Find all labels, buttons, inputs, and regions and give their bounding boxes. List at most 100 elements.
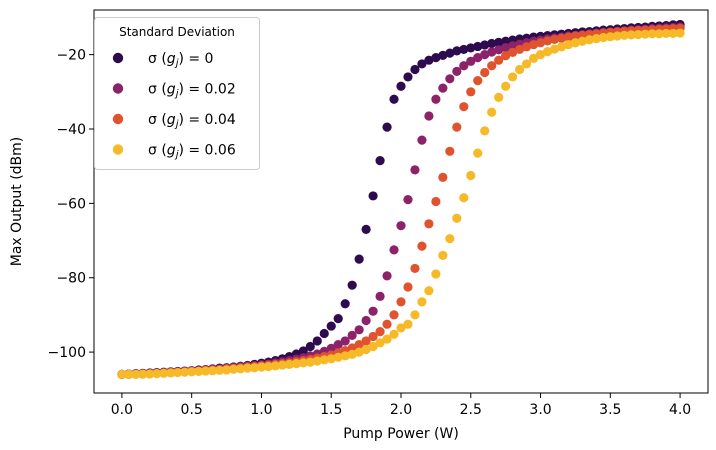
data-point [501, 42, 511, 53]
data-point [326, 321, 336, 331]
data-point [354, 325, 364, 335]
data-point [445, 234, 455, 244]
data-point [403, 319, 413, 329]
data-point [284, 359, 294, 369]
data-point [194, 366, 204, 377]
data-point [389, 94, 399, 104]
data-point [563, 32, 574, 42]
data-point [208, 366, 218, 376]
legend-box [94, 17, 260, 170]
data-point [438, 50, 448, 60]
x-tick-label: 4.0 [669, 402, 691, 418]
data-point [361, 315, 371, 326]
data-point [668, 28, 678, 39]
data-point [487, 38, 497, 49]
data-point [242, 363, 253, 373]
data-point [333, 340, 343, 350]
data-point [361, 344, 371, 355]
data-point [473, 53, 483, 63]
data-point [159, 368, 169, 378]
data-point [535, 38, 546, 48]
x-tick-label: 2.0 [390, 402, 412, 418]
data-point [340, 336, 350, 346]
legend-entry: σ (gj) = 0 [112, 51, 213, 69]
data-point [389, 310, 399, 320]
data-point [319, 355, 329, 365]
data-point [382, 334, 392, 344]
data-point [291, 359, 301, 369]
data-point [521, 59, 532, 69]
data-point [577, 36, 588, 46]
data-point [480, 40, 490, 50]
data-point [410, 310, 420, 320]
data-point [494, 55, 504, 65]
data-point [473, 76, 483, 86]
data-point [466, 43, 476, 53]
data-point [270, 361, 281, 371]
data-point [424, 219, 434, 229]
data-point [431, 94, 441, 104]
data-point [473, 41, 483, 52]
data-point [305, 341, 315, 352]
legend-marker [112, 83, 124, 94]
data-point [619, 30, 629, 40]
legend-marker [112, 52, 124, 64]
data-point [228, 364, 239, 374]
data-point [410, 263, 420, 274]
data-point [501, 51, 511, 61]
data-point [173, 367, 183, 378]
data-point [396, 323, 406, 333]
data-point [326, 354, 336, 364]
data-point [661, 28, 671, 39]
data-point [473, 148, 483, 158]
data-point [166, 368, 176, 378]
legend-marker [112, 144, 124, 155]
data-point [361, 336, 371, 346]
data-point [368, 331, 378, 342]
data-point [417, 59, 427, 69]
data-point [459, 102, 469, 112]
data-point [508, 72, 518, 82]
data-point [487, 107, 497, 117]
data-point [305, 357, 315, 367]
x-tick-label: 3.0 [529, 402, 551, 418]
data-point [340, 299, 350, 309]
data-point [452, 122, 462, 132]
data-point [654, 29, 664, 39]
data-point [375, 156, 385, 166]
legend-entry: σ (gj) = 0.06 [112, 143, 236, 161]
data-point [368, 341, 378, 352]
data-point [445, 48, 455, 58]
data-point [145, 369, 155, 379]
data-point [124, 369, 134, 380]
data-point [480, 67, 490, 78]
data-point [403, 282, 413, 292]
data-point [431, 269, 441, 279]
y-tick-label: −20 [56, 48, 86, 64]
legend-entry: σ (gj) = 0.04 [112, 112, 236, 130]
data-point [563, 39, 574, 50]
data-point [347, 349, 357, 359]
data-point [117, 369, 127, 380]
legend-label: σ (gj) = 0 [148, 51, 213, 69]
data-point [138, 369, 148, 379]
legend: Standard Deviation σ (gj) = 0 σ (gj) = 0.… [94, 17, 260, 170]
data-point [570, 31, 581, 41]
data-point [542, 47, 553, 57]
x-axis-label: Pump Power (W) [343, 426, 459, 442]
data-point [549, 34, 560, 44]
data-point [417, 241, 427, 251]
data-point [459, 61, 469, 71]
data-point [515, 64, 525, 75]
data-point [333, 352, 343, 362]
data-points [117, 19, 685, 380]
data-point [319, 328, 329, 339]
data-point [389, 245, 399, 255]
data-point [424, 55, 434, 65]
data-point [494, 92, 504, 102]
legend-marker [112, 113, 124, 125]
data-point [494, 37, 504, 47]
data-point [375, 338, 385, 348]
data-point [459, 44, 469, 55]
data-point [633, 29, 643, 40]
